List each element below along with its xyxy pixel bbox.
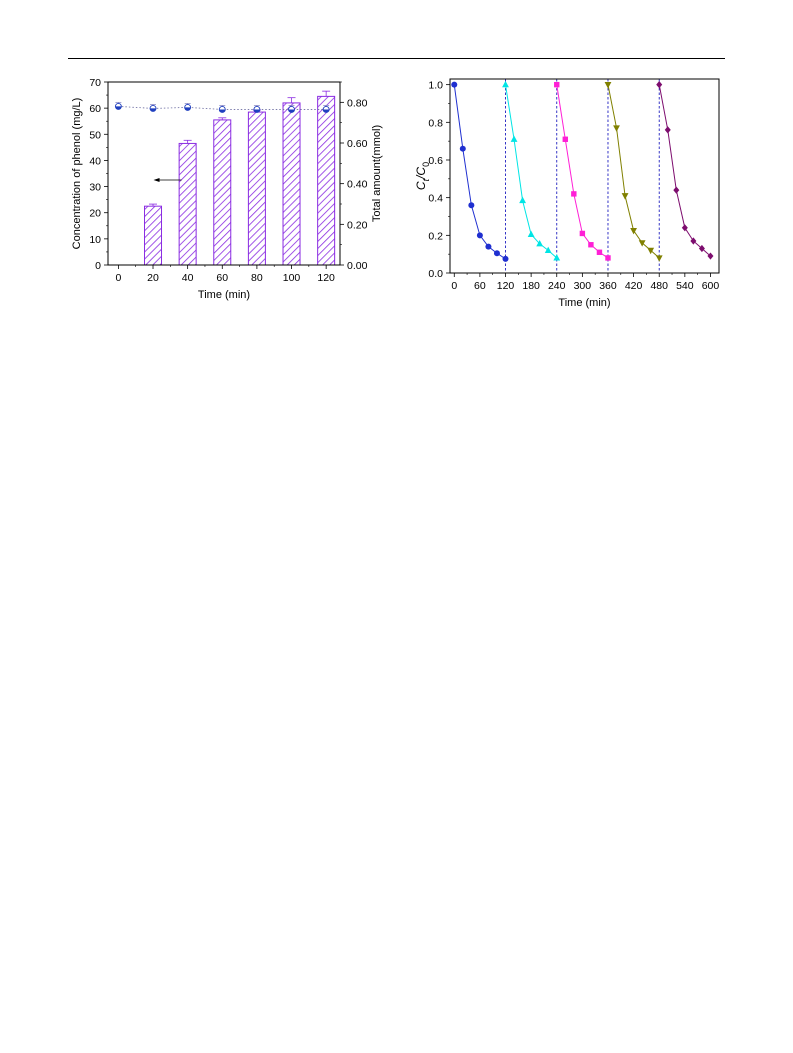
data-point	[468, 202, 475, 209]
cycle-series	[656, 81, 714, 260]
data-point	[502, 80, 509, 88]
data-point	[605, 255, 611, 261]
data-point	[656, 81, 663, 89]
y2-tick-label: 0.20	[347, 219, 368, 231]
x-tick-label: 360	[599, 280, 617, 292]
y-tick-label: 0.6	[428, 155, 443, 167]
arrow-annotation-head	[153, 178, 160, 183]
y-axis-label-part: 0	[421, 162, 431, 167]
data-point	[621, 193, 629, 200]
total-amount-point-fill	[150, 108, 157, 112]
data-point	[502, 255, 509, 262]
data-point	[527, 230, 535, 237]
data-point	[553, 254, 561, 261]
cycle-series	[554, 81, 611, 261]
x-tick-label: 80	[251, 272, 263, 284]
data-point	[690, 237, 697, 245]
data-point	[459, 145, 466, 152]
x-tick-label: 0	[115, 272, 121, 284]
data-point	[588, 242, 594, 248]
header-rule	[68, 58, 725, 59]
data-point	[647, 247, 655, 255]
data-point	[613, 125, 620, 132]
y-tick-label: 0.2	[428, 230, 443, 242]
y-tick-label: 60	[89, 103, 101, 115]
data-point	[707, 252, 714, 260]
data-point	[681, 224, 688, 232]
total-amount-point-fill	[184, 107, 191, 111]
data-point	[451, 81, 458, 88]
ct-c0-cycles-chart: 0 60 120 180 240 300 360 420 480 540 600 0.0 0.2 0.4 0…	[414, 78, 720, 309]
total-amount-point-fill	[219, 109, 226, 113]
y-tick-label: 0	[95, 260, 101, 272]
y-tick-label: 70	[89, 77, 101, 89]
data-point	[485, 243, 492, 250]
total-amount-point-fill	[323, 109, 330, 113]
data-point	[673, 186, 680, 194]
x-tick-label: 60	[474, 280, 486, 292]
plot-frame	[449, 78, 720, 274]
data-point	[596, 249, 603, 255]
data-point	[476, 232, 483, 239]
y2-tick-label: 0.60	[347, 138, 368, 150]
y-tick-label: 20	[89, 208, 101, 220]
y2-tick-label: 0.40	[347, 179, 368, 191]
data-point	[519, 196, 526, 204]
data-point	[664, 126, 671, 134]
data-point	[554, 81, 560, 88]
y-axis-label-part: t	[421, 178, 431, 181]
x-tick-label: 60	[216, 272, 228, 284]
y2-axis-label: Total amount(mmol)	[371, 125, 383, 222]
x-tick-label: 0	[451, 280, 457, 292]
y2-tick-label: 0.80	[347, 97, 368, 109]
x-tick-label: 120	[317, 272, 335, 284]
x-tick-label: 420	[625, 280, 643, 292]
x-axis-label: Time (min)	[558, 297, 610, 309]
x-tick-label: 600	[702, 280, 720, 292]
total-amount-point-fill	[253, 109, 260, 113]
cycle-series	[604, 82, 663, 262]
cycle-series	[502, 80, 561, 261]
x-tick-label: 100	[283, 272, 301, 284]
x-tick-label: 40	[182, 272, 194, 284]
data-point	[571, 191, 577, 197]
y-tick-label: 1.0	[428, 80, 443, 92]
data-point	[630, 228, 638, 235]
data-point	[493, 250, 500, 257]
total-amount-point-fill	[288, 109, 295, 113]
data-point	[562, 136, 568, 142]
y-tick-label: 0.0	[428, 268, 443, 280]
x-tick-label: 20	[147, 272, 159, 284]
y-tick-label: 10	[89, 234, 101, 246]
y-tick-label: 30	[89, 182, 101, 194]
data-point	[544, 246, 552, 253]
x-tick-label: 180	[522, 280, 540, 292]
data-point	[510, 135, 518, 142]
x-tick-label: 240	[548, 280, 566, 292]
y2-tick-label: 0.00	[347, 260, 368, 272]
data-point	[536, 240, 544, 247]
data-point	[655, 255, 663, 262]
x-tick-label: 480	[650, 280, 668, 292]
y-axis-label-part: C	[414, 181, 428, 190]
x-tick-label: 540	[676, 280, 694, 292]
y-axis-label: Concentration of phenol (mg/L)	[71, 98, 83, 250]
y-axis-label: Ct/C0	[414, 162, 431, 190]
y-tick-label: 0.8	[428, 117, 443, 129]
cycle-series	[451, 81, 509, 262]
x-tick-label: 120	[497, 280, 515, 292]
x-axis-label: Time (min)	[198, 289, 250, 301]
data-point	[698, 244, 705, 253]
y-axis-label-part: /C	[414, 167, 428, 180]
y-tick-label: 50	[89, 129, 101, 141]
data-point	[579, 230, 586, 237]
total-amount-point-fill	[115, 106, 122, 110]
y-tick-label: 40	[89, 155, 101, 167]
data-point	[638, 240, 646, 247]
phenol-concentration-chart: 0 20 40 60 80 100 120 0 10 20 30 40 50 60 70 0.00 0.20 0.…	[71, 77, 383, 301]
x-tick-label: 300	[574, 280, 592, 292]
data-point	[604, 82, 612, 89]
y-tick-label: 0.4	[428, 193, 443, 205]
